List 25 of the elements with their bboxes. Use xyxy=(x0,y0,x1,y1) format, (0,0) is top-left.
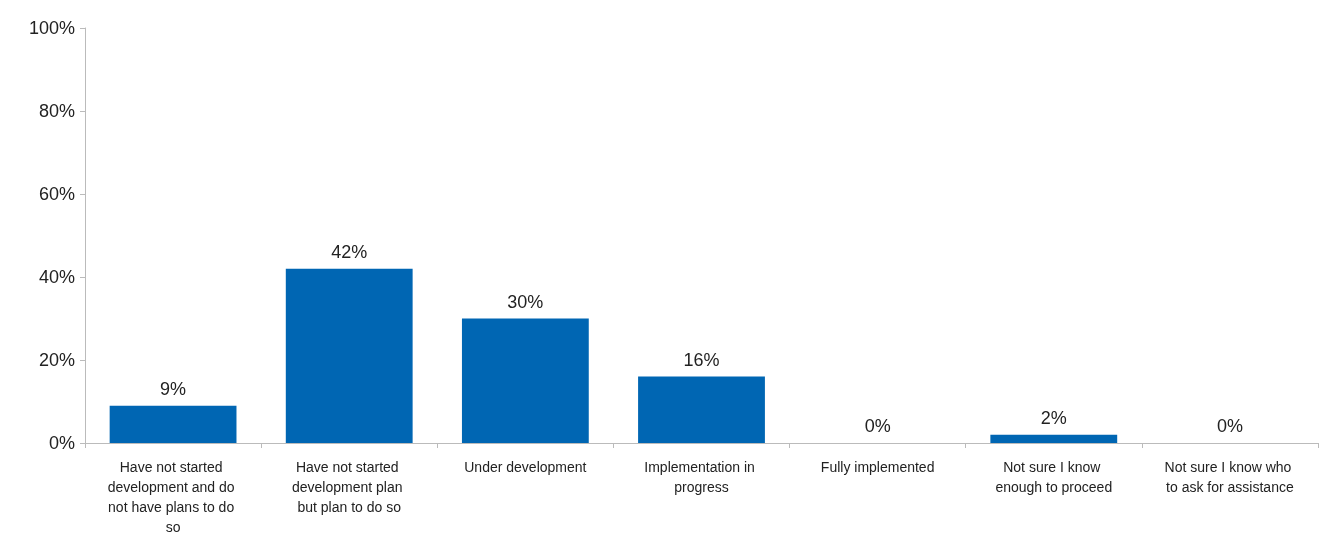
data-label: 0% xyxy=(864,416,891,436)
y-tick-label: 0% xyxy=(48,433,75,453)
bar xyxy=(285,268,413,443)
data-label: 30% xyxy=(507,291,544,312)
x-tick-label: Under development xyxy=(464,459,587,475)
x-tick-label: Not sure I know who to ask for assistance xyxy=(1164,459,1296,495)
data-label: 42% xyxy=(331,241,368,262)
data-label: 9% xyxy=(160,378,187,399)
y-tick-label: 40% xyxy=(38,267,75,287)
y-tick-label: 100% xyxy=(28,18,75,38)
y-tick-label: 80% xyxy=(38,101,75,121)
x-tick-label: Implementation in progress xyxy=(644,459,759,495)
data-label: 2% xyxy=(1040,407,1067,428)
data-label: 0% xyxy=(1216,416,1243,436)
x-tick-label: Have not started development plan but plan to do so xyxy=(292,459,407,515)
data-label: 16% xyxy=(683,349,720,370)
x-tick-label: Have not started development and do not have plans to do so xyxy=(107,459,239,535)
y-tick-label: 20% xyxy=(38,350,75,370)
x-tick-label: Not sure I know enough to proceed xyxy=(995,459,1113,495)
bar xyxy=(109,405,237,443)
bar xyxy=(990,434,1118,443)
x-tick-label: Fully implemented xyxy=(820,459,935,475)
bar xyxy=(461,318,589,443)
bar xyxy=(638,376,765,443)
y-tick-label: 60% xyxy=(38,184,75,204)
